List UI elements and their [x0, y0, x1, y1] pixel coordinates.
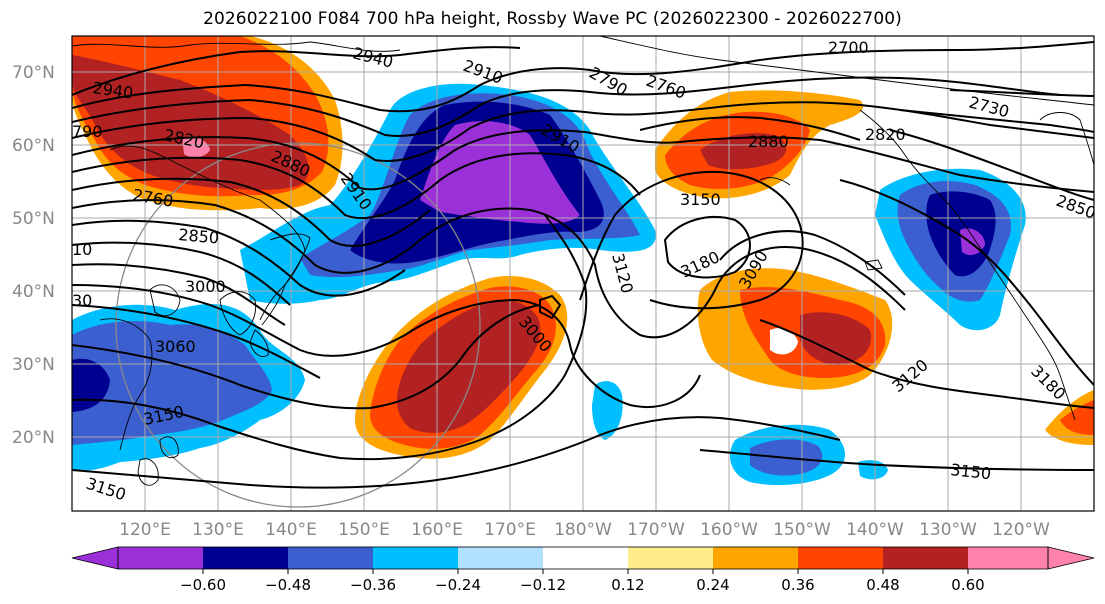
lat-label: 60°N [12, 136, 55, 156]
lon-label: 160°E [411, 520, 463, 540]
colorbar-segment [1047, 546, 1095, 570]
colorbar-segment [883, 547, 968, 569]
lat-label: 50°N [12, 209, 55, 229]
colorbar-tick-label: −0.60 [180, 576, 226, 594]
contour-label: 2850 [178, 225, 220, 247]
positive-anomaly-southeast [1045, 390, 1094, 445]
map-area: 2940 2910 2790 2760 2700 2730 2940 790 2… [72, 36, 1094, 511]
contour-label: 2700 [828, 38, 869, 57]
colorbar-tick-label: 0.60 [951, 576, 984, 594]
lon-label: 120°W [992, 520, 1050, 540]
colorbar-segment [968, 547, 1048, 569]
colorbar-tick-label: −0.24 [435, 576, 481, 594]
colorbar-ticks [202, 569, 969, 574]
colorbar-tick-label: −0.12 [520, 576, 566, 594]
lon-label: 130°W [919, 520, 977, 540]
lat-label: 30°N [12, 355, 55, 375]
lon-label: 180°W [554, 520, 612, 540]
height-contours [72, 41, 1094, 489]
lon-label: 140°W [846, 520, 904, 540]
colorbar-segment [458, 547, 543, 569]
colorbar-tick-label: 0.24 [696, 576, 729, 594]
contour-label: 2820 [865, 125, 906, 144]
colorbar-tick-label: 0.48 [866, 576, 899, 594]
contour-label: 790 [72, 122, 103, 141]
reference-circle [115, 142, 481, 508]
lon-label: 170°E [484, 520, 536, 540]
colorbar-tick-label: 0.36 [781, 576, 814, 594]
lon-label: 120°E [119, 520, 171, 540]
colorbar-segment [203, 547, 288, 569]
positive-anomaly-siberia [72, 36, 343, 211]
colorbar-tick-label: −0.48 [265, 576, 311, 594]
lon-label: 130°E [192, 520, 244, 540]
lon-label: 150°E [338, 520, 390, 540]
colorbar: −0.60 −0.48 −0.36 −0.24 −0.12 0.12 0.24 … [71, 546, 1095, 594]
lat-label: 70°N [12, 63, 55, 83]
lon-label: 140°E [265, 520, 317, 540]
colorbar-segment [288, 547, 373, 569]
contour-label: 30 [72, 291, 92, 310]
lon-label: 160°W [700, 520, 758, 540]
colorbar-tick-label: 0.12 [611, 576, 644, 594]
contour-label: 3150 [950, 460, 992, 483]
map-title: 2026022100 F084 700 hPa height, Rossby W… [203, 9, 902, 29]
lon-label: 170°W [627, 520, 685, 540]
latitude-labels: 70°N 60°N 50°N 40°N 30°N 20°N [12, 63, 55, 448]
longitude-labels: 120°E 130°E 140°E 150°E 160°E 170°E 180°… [119, 520, 1050, 540]
lat-label: 20°N [12, 428, 55, 448]
colorbar-segment [628, 547, 713, 569]
colorbar-tick-label: −0.36 [350, 576, 396, 594]
colorbar-frame [117, 546, 1049, 570]
lat-label: 40°N [12, 282, 55, 302]
colorbar-segment [118, 547, 203, 569]
colorbar-segment [543, 547, 628, 569]
contour-label: 3060 [155, 337, 196, 356]
lon-label: 150°W [773, 520, 831, 540]
colorbar-segment [798, 547, 883, 569]
coastlines [72, 36, 1094, 486]
contour-label: 3150 [680, 190, 721, 209]
positive-anomaly-northeast-pacific [697, 268, 893, 390]
contour-label: 3000 [185, 277, 226, 296]
contour-label: 2880 [748, 132, 789, 151]
contour-label: 10 [72, 240, 92, 259]
colorbar-segment [71, 546, 119, 570]
colorbar-segment [713, 547, 798, 569]
colorbar-segment [373, 547, 458, 569]
map-frame [71, 35, 1095, 512]
